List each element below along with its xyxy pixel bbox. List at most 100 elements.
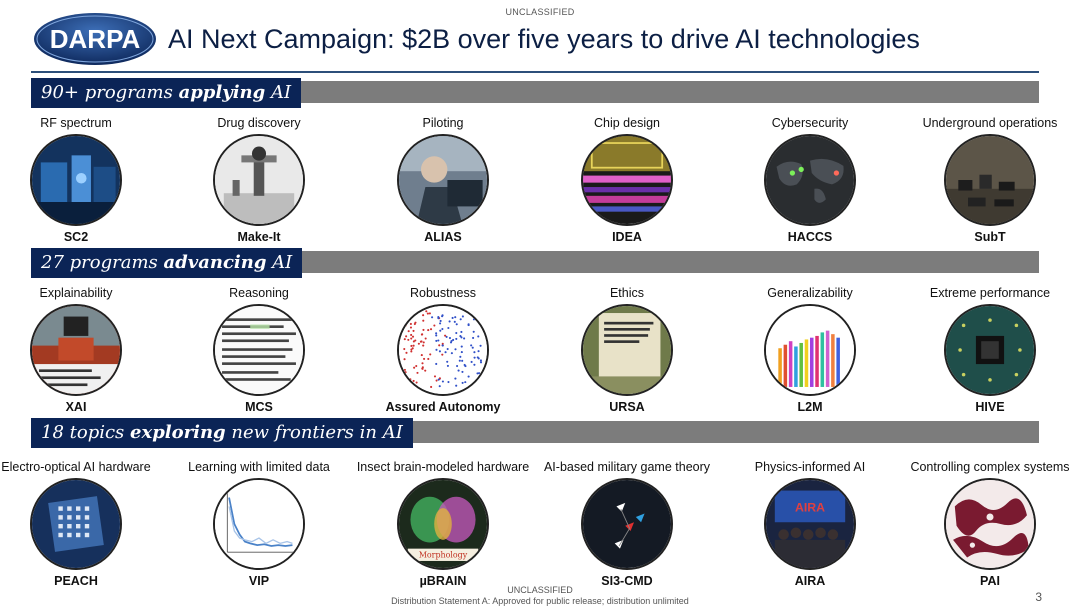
scatter-dot [421, 366, 424, 369]
scatter-dot [451, 316, 454, 320]
scatter-dot [420, 354, 423, 357]
scatter-dot [438, 350, 441, 353]
scatter-dot [460, 351, 463, 354]
scatter-dot [412, 379, 415, 382]
scatter-dot [433, 375, 437, 378]
program-card-l2m: Generalizability L2M [720, 285, 900, 415]
report-cover-icon [581, 304, 673, 396]
scatter-dot [441, 342, 444, 345]
scatter-dot [429, 328, 433, 331]
scatter-plot-icon [397, 304, 489, 396]
drones-icon [581, 478, 673, 570]
topic-name: PEACH [54, 574, 98, 588]
program-card-hive: Extreme performance HIVE [900, 285, 1080, 415]
scatter-dot [412, 344, 415, 347]
scatter-dot [403, 368, 406, 371]
program-name: HACCS [787, 230, 833, 244]
scatter-dot [457, 369, 460, 372]
scatter-dot [478, 372, 481, 375]
section-label-advancing: 27 programs advancing AI [31, 248, 303, 278]
scatter-dot [473, 356, 476, 359]
scatter-dot [454, 377, 457, 380]
scatter-dot [422, 319, 425, 322]
scatter-dot [409, 381, 412, 385]
scatter-dot [477, 335, 480, 338]
scatter-dot [460, 345, 463, 348]
scatter-dot [447, 326, 450, 330]
optical-chip-icon [30, 478, 122, 570]
title-divider [31, 71, 1039, 73]
scatter-dot [461, 359, 464, 362]
program-caption: RF spectrum [40, 116, 112, 130]
program-name: Assured Autonomy [385, 400, 501, 414]
scatter-dot [422, 314, 425, 317]
section-band-advancing: 27 programs advancing AI [31, 248, 1039, 278]
topic-card-ubrain: Insect brain-modeled hardware Morphology… [353, 459, 533, 589]
scatter-dot [435, 334, 438, 337]
topic-name: PAI [980, 574, 1000, 588]
topic-caption: Electro-optical AI hardware [1, 460, 151, 474]
scatter-dot [429, 353, 432, 356]
scatter-dot [426, 312, 429, 315]
morphology-label: Morphology [419, 550, 468, 559]
scatter-dot [407, 382, 410, 386]
robots-group-icon [944, 134, 1036, 226]
line-chart-icon [213, 478, 305, 570]
scatter-dot [455, 384, 458, 387]
scatter-dot [479, 361, 483, 364]
scatter-dot [453, 320, 456, 323]
scatter-dot [417, 342, 420, 345]
scatter-dot [473, 351, 476, 354]
scatter-dot [470, 344, 473, 347]
scatter-dot [409, 378, 412, 381]
topic-caption: Learning with limited data [188, 460, 330, 474]
program-card-alias: Piloting ALIAS [353, 115, 533, 245]
scatter-dot [427, 329, 430, 332]
program-name: IDEA [612, 230, 642, 244]
scatter-dot [477, 350, 480, 353]
scatter-dot [439, 329, 442, 332]
scatter-dot [439, 319, 442, 323]
scatter-dot [441, 315, 444, 318]
program-card-make-it: Drug discovery Make-It [169, 115, 349, 245]
bar-chart-icon [764, 304, 856, 396]
scatter-dot [412, 329, 415, 332]
scatter-dot [448, 320, 451, 323]
program-caption: Piloting [422, 116, 464, 130]
program-name: L2M [797, 400, 823, 414]
scatter-dot [421, 362, 424, 365]
scatter-dot [414, 321, 417, 324]
scatter-dot [409, 326, 413, 329]
program-caption: Extreme performance [929, 286, 1051, 300]
text-document-icon [213, 304, 305, 396]
scatter-dot [478, 382, 481, 385]
scatter-dot [427, 357, 430, 361]
topic-name: AIRA [794, 574, 826, 588]
scatter-dot [424, 369, 427, 372]
scatter-dot [407, 330, 410, 333]
scatter-dot [411, 347, 414, 350]
scatter-dot [450, 352, 453, 355]
scatter-dot [428, 312, 431, 315]
scatter-dot [405, 335, 408, 338]
classification-banner-top: UNCLASSIFIED [505, 7, 575, 17]
scatter-dot [430, 385, 433, 389]
scatter-dot [459, 318, 462, 321]
scatter-dot [480, 311, 483, 314]
topic-name: SI3-CMD [601, 574, 653, 588]
topic-card-vip: Learning with limited data VIP [169, 459, 349, 589]
scatter-dot [415, 381, 418, 384]
section-label-exploring: 18 topics exploring new frontiers in AI [31, 418, 413, 448]
scatter-dot [446, 364, 449, 367]
pattern-icon [944, 478, 1036, 570]
scatter-dot [446, 347, 449, 351]
classification-banner-bottom: UNCLASSIFIED [507, 585, 573, 595]
section-band-exploring: 18 topics exploring new frontiers in AI [31, 418, 1039, 448]
scatter-dot [454, 316, 457, 319]
scatter-dot [435, 332, 438, 335]
scatter-dot [444, 334, 447, 337]
scatter-dot [438, 344, 441, 347]
page-title: AI Next Campaign: $2B over five years to… [168, 24, 920, 54]
scatter-dot [467, 375, 470, 378]
scatter-dot [441, 353, 444, 356]
